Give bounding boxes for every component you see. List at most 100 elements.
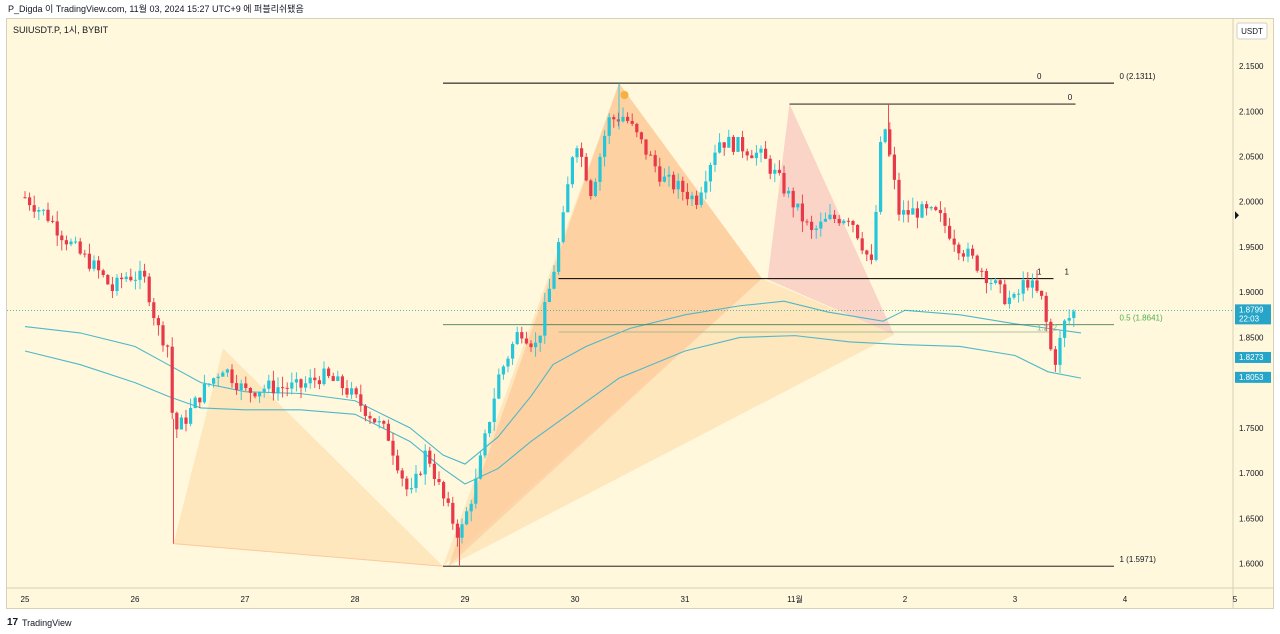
candle-body: [957, 244, 961, 254]
y-tick-label: 1.7000: [1239, 469, 1264, 478]
candle-body: [685, 191, 689, 200]
candle-body: [230, 369, 234, 384]
candle-body: [1063, 320, 1067, 338]
candle-body: [74, 241, 78, 243]
pattern-b1-label: 1: [1037, 268, 1042, 277]
candle-body: [616, 119, 620, 122]
candle-body: [359, 394, 363, 406]
candle-body: [699, 192, 703, 205]
candle-body: [846, 220, 850, 222]
candle-body: [920, 204, 924, 218]
candle-body: [156, 318, 160, 326]
candle-body: [322, 368, 326, 385]
y-tick-label: 2.0000: [1239, 198, 1264, 207]
candle-body: [607, 117, 611, 136]
candle-body: [1003, 284, 1007, 305]
candle-body: [78, 241, 82, 254]
candle-body: [281, 387, 285, 389]
candle-body: [55, 221, 59, 236]
candle-body: [529, 343, 533, 348]
candle-body: [106, 274, 110, 285]
candle-body: [501, 366, 505, 375]
candle-body: [363, 405, 367, 416]
candle-body: [469, 503, 473, 512]
candle-body: [124, 276, 128, 280]
candle-body: [202, 383, 206, 403]
price-tag: [1235, 304, 1271, 325]
candle-body: [46, 209, 50, 221]
candle-body: [276, 387, 280, 394]
candle-body: [598, 156, 602, 182]
candle-body: [593, 181, 597, 196]
price-tag-value: 1.8273: [1239, 353, 1264, 362]
pattern-peak-dot: [620, 90, 629, 99]
candle-body: [1072, 311, 1076, 318]
price-tag: [1235, 371, 1271, 383]
candle-body: [304, 383, 308, 388]
candle-body: [1030, 280, 1034, 288]
pattern-1272-label: 1.272: [1037, 324, 1058, 333]
candle-body: [152, 302, 156, 319]
candle-body: [1026, 280, 1030, 288]
y-tick-label: 2.1500: [1239, 62, 1264, 71]
candle-body: [667, 174, 671, 177]
candle-body: [354, 388, 358, 395]
candle-body: [961, 253, 965, 257]
x-tick-label: 29: [461, 595, 470, 604]
price-tag-value: 1.8053: [1239, 373, 1264, 382]
candle-body: [138, 270, 142, 280]
candle-body: [612, 117, 616, 120]
candle-body: [534, 342, 538, 348]
candle-body: [465, 511, 469, 525]
candle-body: [69, 241, 73, 245]
candle-body: [805, 221, 809, 223]
candle-body: [350, 388, 354, 395]
candle-body: [837, 218, 841, 224]
currency-box[interactable]: [1236, 22, 1268, 40]
candle-body: [768, 158, 772, 174]
candle-body: [869, 254, 873, 260]
candle-body: [722, 142, 726, 148]
candle-body: [207, 383, 211, 385]
candle-body: [860, 238, 864, 251]
candle-body: [524, 338, 528, 344]
candle-body: [488, 422, 492, 434]
candle-body: [405, 478, 409, 490]
candle-body: [442, 482, 446, 499]
candle-body: [639, 132, 643, 140]
pattern1-xb-line: [173, 543, 444, 567]
candle-body: [892, 154, 896, 180]
candle-body: [478, 455, 482, 479]
candle-body: [129, 276, 133, 281]
candle-body: [446, 498, 450, 503]
candles-layer: [23, 83, 1076, 567]
price-tag-countdown: 22:03: [1239, 314, 1260, 323]
candle-body: [179, 417, 183, 430]
candle-body: [764, 148, 768, 159]
candle-body: [718, 142, 722, 153]
candle-body: [943, 213, 947, 226]
candle-body: [676, 180, 680, 190]
candle-body: [1067, 317, 1071, 321]
chart-panel[interactable]: 0 (2.1311) 0.5 (1.8641) 1 (1.5971) 0 0 1 1 1.27…: [6, 18, 1274, 609]
candle-body: [166, 345, 170, 347]
candle-body: [474, 478, 478, 504]
candle-body: [856, 224, 860, 239]
x-tick-label: 25: [21, 595, 30, 604]
candle-body: [497, 374, 501, 399]
x-tick-label: 11월: [787, 594, 803, 604]
candle-body: [419, 473, 423, 475]
candle-body: [285, 387, 289, 389]
candle-body: [414, 473, 418, 489]
x-tick-label: 28: [351, 595, 360, 604]
candlestick-chart[interactable]: 0 (2.1311) 0.5 (1.8641) 1 (1.5971) 0 0 1 1 1.27…: [7, 19, 1273, 608]
candle-body: [1017, 293, 1021, 295]
fib-levels-layer: 0 (2.1311) 0.5 (1.8641) 1 (1.5971) 0 0 1 1 1.27…: [7, 72, 1233, 567]
candle-body: [897, 179, 901, 215]
x-tick-label: 30: [571, 595, 580, 604]
candle-body: [759, 148, 763, 153]
price-tag: [1235, 351, 1271, 363]
candle-body: [819, 221, 823, 229]
candle-body: [41, 209, 45, 211]
candle-body: [253, 392, 257, 397]
